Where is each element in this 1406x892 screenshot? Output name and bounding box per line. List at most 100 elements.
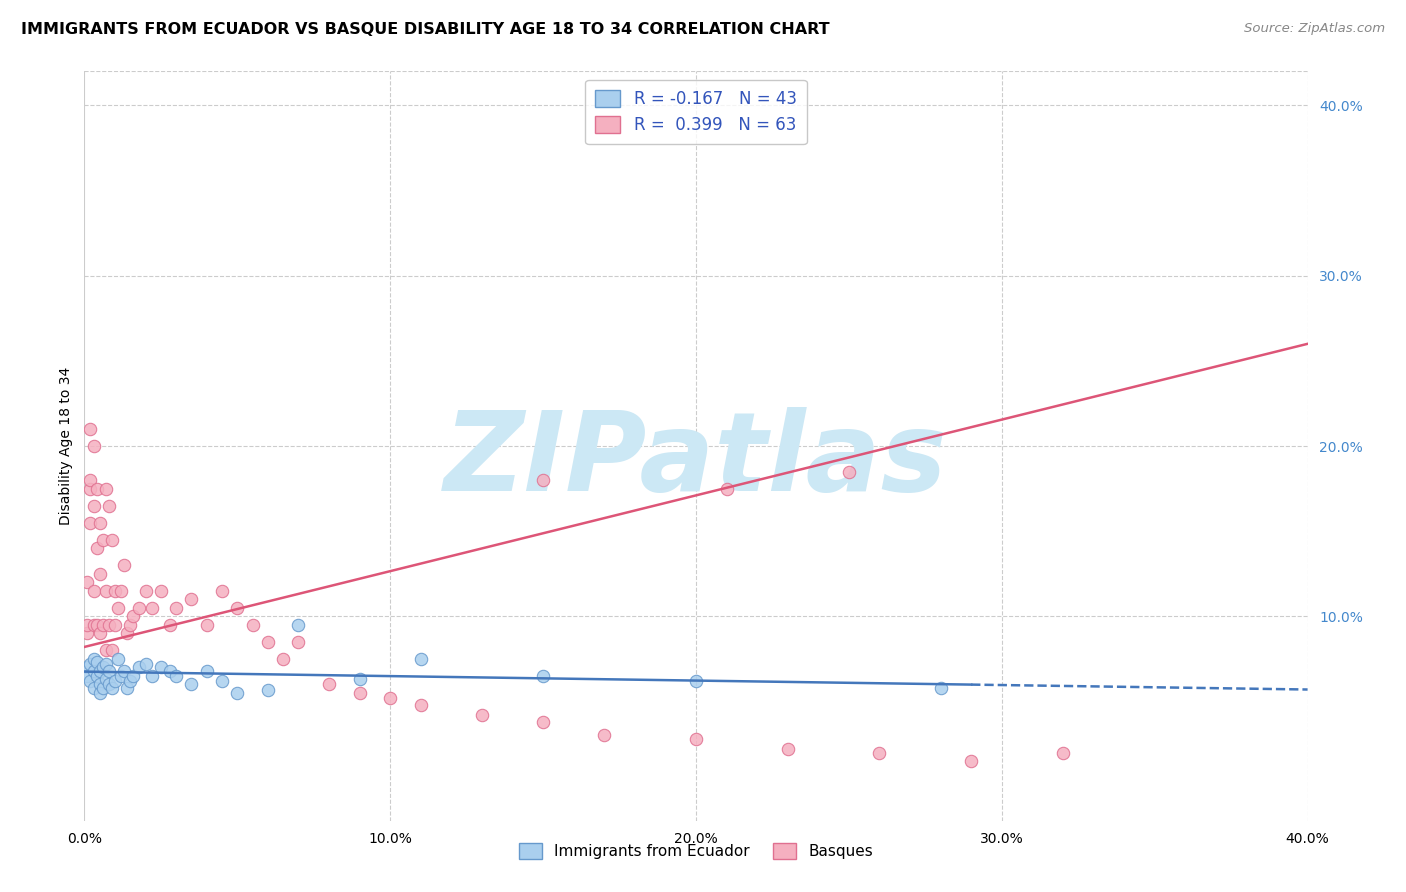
Point — [83, 652, 105, 666]
Point — [1052, 746, 1074, 760]
Point — [135, 657, 157, 671]
Point — [89, 686, 111, 700]
Text: ZIPatlas: ZIPatlas — [444, 408, 948, 515]
Point — [94, 673, 117, 687]
Point — [89, 664, 111, 678]
Point — [409, 698, 432, 712]
Point — [104, 583, 127, 598]
Point — [141, 600, 163, 615]
Point — [165, 669, 187, 683]
Point — [128, 600, 150, 615]
Point — [318, 677, 340, 691]
Point — [380, 691, 402, 706]
Point — [89, 566, 111, 581]
Point — [115, 626, 138, 640]
Point — [83, 439, 105, 453]
Point — [83, 499, 105, 513]
Point — [593, 729, 616, 743]
Point — [76, 626, 98, 640]
Point — [716, 482, 738, 496]
Point — [79, 422, 101, 436]
Point — [97, 499, 120, 513]
Y-axis label: Disability Age 18 to 34: Disability Age 18 to 34 — [59, 367, 73, 525]
Point — [685, 731, 707, 746]
Point — [159, 617, 181, 632]
Point — [141, 669, 163, 683]
Point — [86, 669, 108, 683]
Point — [349, 686, 371, 700]
Point — [79, 673, 101, 688]
Point — [97, 664, 120, 678]
Point — [101, 643, 124, 657]
Point — [86, 482, 108, 496]
Point — [531, 473, 554, 487]
Point — [929, 681, 952, 695]
Point — [79, 657, 101, 671]
Legend: Immigrants from Ecuador, Basques: Immigrants from Ecuador, Basques — [513, 838, 879, 865]
Point — [79, 482, 101, 496]
Point — [165, 600, 187, 615]
Point — [149, 660, 172, 674]
Point — [91, 533, 114, 547]
Point — [110, 583, 132, 598]
Point — [409, 652, 432, 666]
Point — [101, 681, 124, 695]
Point — [112, 664, 135, 678]
Point — [86, 617, 108, 632]
Point — [97, 677, 120, 691]
Point — [76, 660, 98, 674]
Point — [471, 708, 494, 723]
Point — [101, 533, 124, 547]
Point — [79, 516, 101, 530]
Point — [83, 681, 105, 695]
Point — [226, 600, 249, 615]
Point — [91, 660, 114, 674]
Point — [112, 558, 135, 573]
Point — [776, 742, 799, 756]
Point — [195, 617, 218, 632]
Point — [685, 673, 707, 688]
Point — [531, 714, 554, 729]
Point — [960, 754, 983, 768]
Point — [120, 673, 142, 688]
Point — [531, 669, 554, 683]
Point — [89, 677, 111, 691]
Point — [211, 673, 233, 688]
Point — [122, 669, 145, 683]
Point — [76, 669, 98, 683]
Point — [76, 617, 98, 632]
Point — [104, 673, 127, 688]
Point — [86, 541, 108, 556]
Point — [128, 660, 150, 674]
Point — [115, 681, 138, 695]
Point — [180, 677, 202, 691]
Point — [91, 617, 114, 632]
Point — [94, 583, 117, 598]
Point — [83, 583, 105, 598]
Point — [79, 473, 101, 487]
Point — [110, 669, 132, 683]
Point — [287, 635, 309, 649]
Point — [349, 673, 371, 687]
Point — [89, 626, 111, 640]
Point — [159, 664, 181, 678]
Point — [120, 617, 142, 632]
Point — [94, 643, 117, 657]
Point — [94, 657, 117, 671]
Point — [242, 617, 264, 632]
Point — [271, 652, 294, 666]
Point — [107, 652, 129, 666]
Point — [135, 583, 157, 598]
Point — [838, 465, 860, 479]
Point — [83, 617, 105, 632]
Point — [76, 575, 98, 590]
Point — [257, 635, 280, 649]
Point — [97, 617, 120, 632]
Point — [195, 664, 218, 678]
Point — [869, 746, 891, 760]
Point — [107, 600, 129, 615]
Point — [94, 482, 117, 496]
Point — [89, 516, 111, 530]
Point — [257, 682, 280, 697]
Point — [211, 583, 233, 598]
